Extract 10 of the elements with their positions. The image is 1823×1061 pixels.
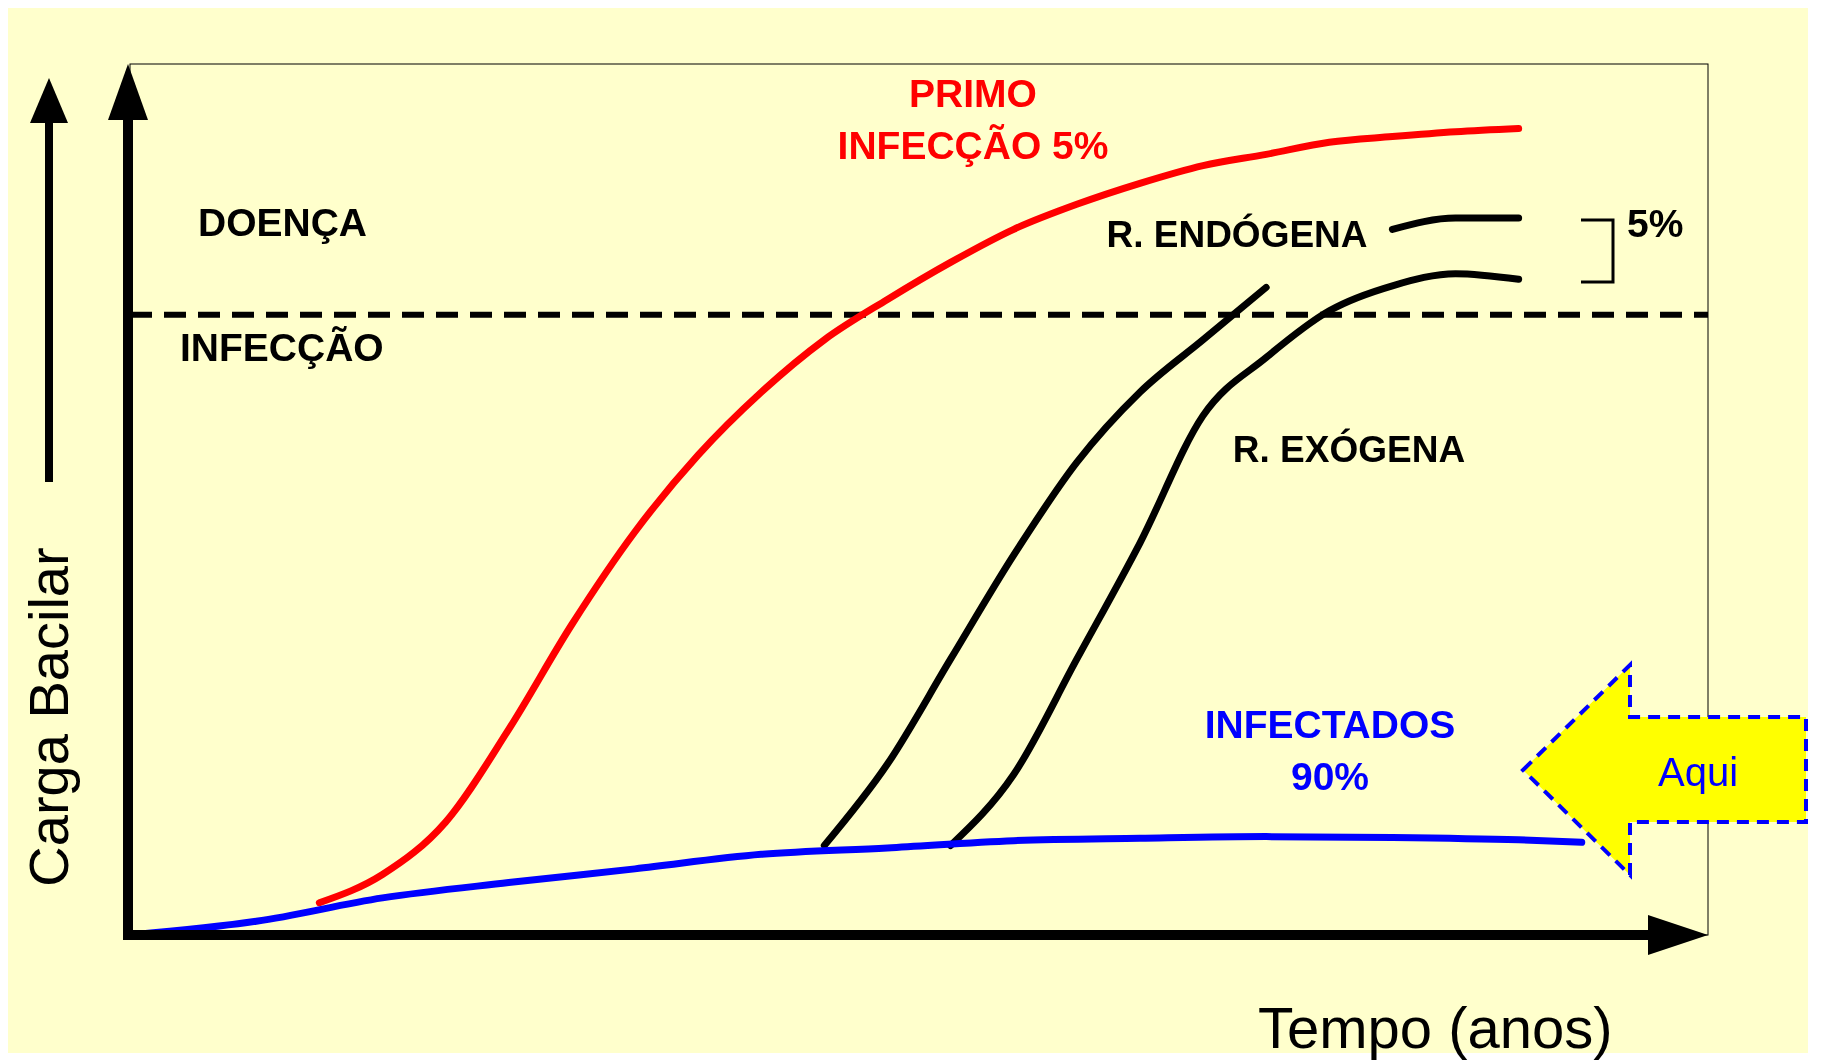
series-label: PRIMO INFECÇÃO 5%	[836, 71, 1110, 169]
x-axis-title: Tempo (anos)	[1258, 995, 1613, 1060]
annotation: Aqui	[1658, 749, 1739, 796]
series-label: R. EXÓGENA	[1231, 429, 1467, 470]
annotation: 5%	[1627, 201, 1684, 247]
annotation: INFECÇÃO	[180, 325, 384, 371]
y-axis-title: Carga Bacilar	[17, 547, 80, 887]
series-label: INFECTADOS 90%	[1203, 702, 1457, 800]
series-label: R. ENDÓGENA	[1105, 214, 1369, 255]
annotation: DOENÇA	[198, 200, 368, 246]
